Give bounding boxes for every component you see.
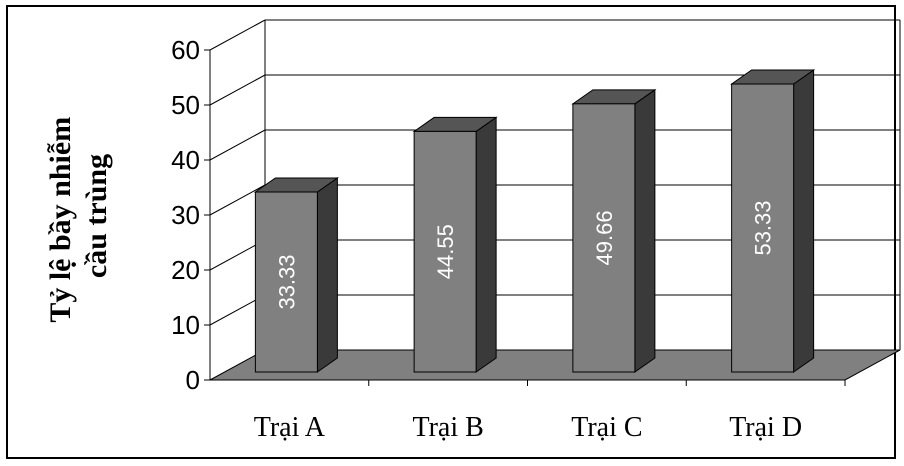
data-label: 49.66 <box>592 210 617 265</box>
bar-2: 44.55 <box>412 116 498 373</box>
bar-side <box>634 88 656 373</box>
y-axis-label-line-1: Tỷ lệ bầy nhiễm <box>44 117 77 323</box>
x-category-label: Trại B <box>412 412 483 443</box>
y-tick-label: 10 <box>171 310 200 340</box>
bar-1: 33.33 <box>253 177 339 373</box>
chart-bars: 33.33 44.55 49.66 53.33 <box>253 69 816 373</box>
y-tick-label: 20 <box>171 255 200 285</box>
bar-3: 49.66 <box>571 88 657 373</box>
bar-4: 53.33 <box>730 69 816 373</box>
x-category-label: Trại C <box>571 412 642 443</box>
y-tick-label: 0 <box>186 365 200 395</box>
gridline-diagonal <box>209 19 266 51</box>
bar-front <box>254 191 318 373</box>
y-tick-labels: 0 10 20 30 40 50 60 <box>171 35 200 395</box>
y-tick-label: 50 <box>171 90 200 120</box>
bar-front <box>413 130 477 373</box>
y-axis-label: Tỷ lệ bầy nhiễm cầu trùng <box>44 109 113 322</box>
bar-side <box>475 116 497 373</box>
bar-front <box>572 103 636 373</box>
x-category-label: Trại A <box>254 412 326 443</box>
gridline-diagonal <box>209 74 266 106</box>
data-label: 44.55 <box>433 224 458 279</box>
gridline-diagonal <box>209 129 266 161</box>
bar-side <box>793 69 815 373</box>
data-label: 53.33 <box>751 200 776 255</box>
bar-front <box>731 83 795 373</box>
x-category-label: Trại D <box>729 412 802 443</box>
y-tick-label: 60 <box>171 35 200 65</box>
y-tick-label: 30 <box>171 200 200 230</box>
x-category-labels: Trại A Trại B Trại C Trại D <box>254 412 802 443</box>
bar-side <box>316 177 338 373</box>
gridline-diagonal <box>209 184 266 216</box>
data-label: 33.33 <box>274 254 299 309</box>
y-axis-label-line-2: cầu trùng <box>80 154 113 278</box>
y-tick-label: 40 <box>171 145 200 175</box>
